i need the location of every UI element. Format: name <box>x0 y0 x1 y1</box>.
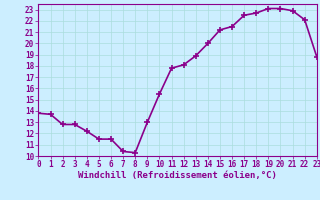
X-axis label: Windchill (Refroidissement éolien,°C): Windchill (Refroidissement éolien,°C) <box>78 171 277 180</box>
